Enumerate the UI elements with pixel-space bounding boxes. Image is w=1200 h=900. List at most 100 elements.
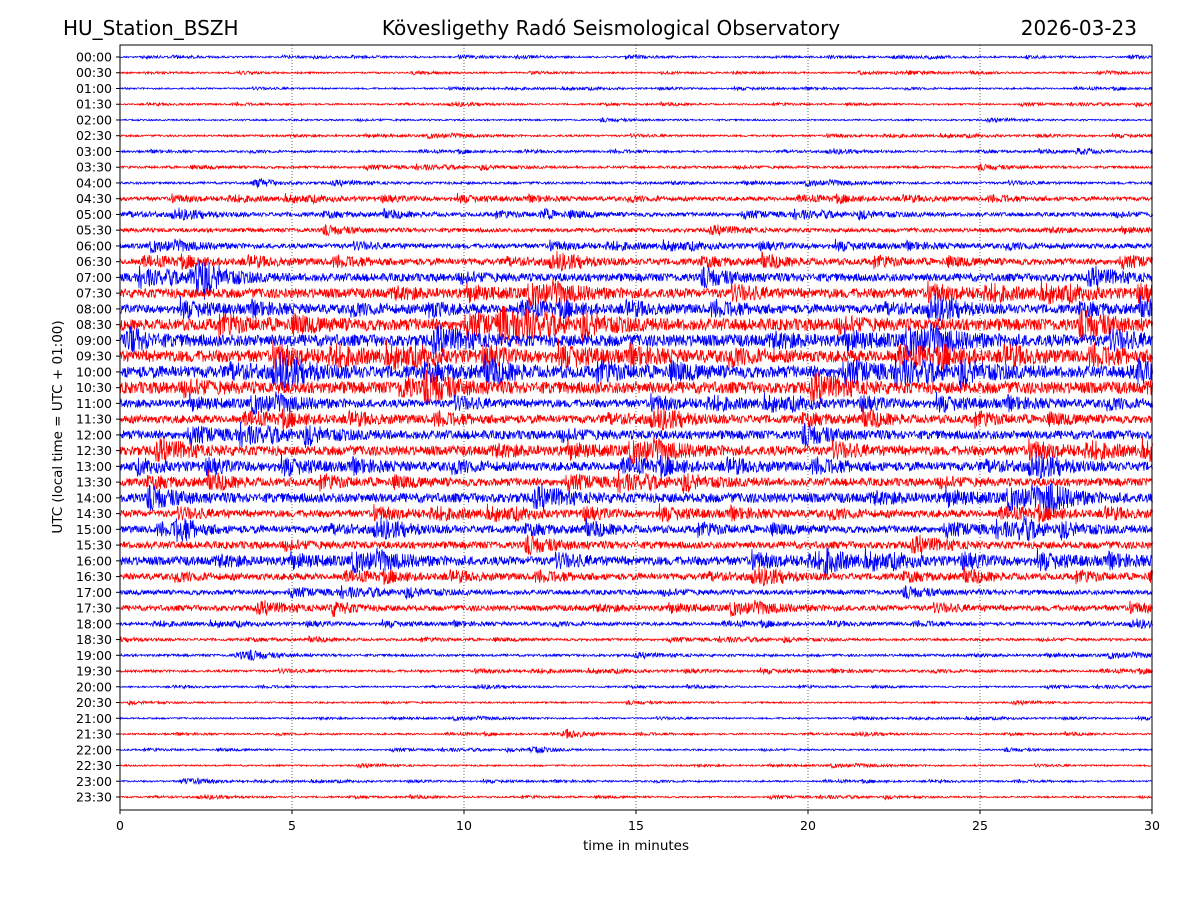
trace-1900 [119, 649, 1153, 662]
trace-1430 [119, 503, 1153, 523]
x-tick-label: 20 [800, 818, 816, 833]
y-tick-label: 12:00 [76, 427, 112, 442]
station-name: HU_Station_BSZH [63, 16, 239, 40]
y-tick-label: 06:00 [76, 238, 112, 253]
y-tick-label: 18:00 [76, 616, 112, 631]
x-tick-label: 30 [1144, 818, 1160, 833]
y-tick-label: 00:00 [76, 50, 112, 65]
trace-0000 [119, 53, 1153, 61]
y-tick-label: 05:30 [76, 223, 112, 238]
chart-title: Kövesligethy Radó Seismological Observat… [382, 16, 840, 40]
y-tick-label: 19:30 [76, 664, 112, 679]
y-tick-label: 05:00 [76, 207, 112, 222]
trace-1930 [119, 667, 1153, 676]
y-tick-label: 21:30 [76, 727, 112, 742]
trace-0830 [119, 302, 1153, 347]
y-tick-label: 01:30 [76, 97, 112, 112]
trace-0400 [119, 177, 1153, 189]
x-tick-label: 5 [288, 818, 296, 833]
y-tick-label: 20:30 [76, 695, 112, 710]
trace-2200 [120, 745, 1153, 755]
trace-1700 [119, 584, 1153, 600]
y-tick-label: 06:30 [76, 254, 112, 269]
x-tick-label: 25 [972, 818, 988, 833]
trace-0930 [119, 338, 1153, 372]
y-tick-label: 04:30 [76, 191, 112, 206]
y-tick-label: 02:00 [76, 112, 112, 127]
chart-date: 2026-03-23 [1021, 16, 1137, 40]
trace-0200 [119, 116, 1153, 124]
trace-0430 [119, 192, 1153, 205]
y-tick-label: 10:30 [76, 380, 112, 395]
trace-0700 [119, 259, 1153, 300]
x-tick-label: 15 [628, 818, 644, 833]
trace-0230 [120, 131, 1153, 140]
trace-2330 [119, 793, 1153, 801]
trace-1800 [119, 618, 1153, 630]
trace-0300 [119, 147, 1153, 156]
trace-1200 [119, 421, 1153, 448]
trace-0730 [119, 278, 1153, 308]
trace-0100 [119, 85, 1153, 92]
trace-1100 [119, 391, 1153, 416]
trace-1130 [119, 405, 1153, 431]
y-tick-label: 09:30 [76, 349, 112, 364]
y-tick-label: 03:00 [76, 144, 112, 159]
trace-0330 [120, 163, 1153, 172]
y-tick-label: 18:30 [76, 632, 112, 647]
trace-1500 [119, 515, 1153, 543]
y-tick-label: 08:30 [76, 317, 112, 332]
y-tick-label: 19:00 [76, 648, 112, 663]
y-tick-label: 07:00 [76, 270, 112, 285]
trace-0500 [119, 207, 1153, 222]
y-tick-label: 20:00 [76, 679, 112, 694]
trace-2000 [120, 683, 1153, 690]
y-tick-label: 03:30 [76, 160, 112, 175]
trace-1030 [119, 369, 1153, 406]
x-tick-label: 10 [456, 818, 472, 833]
y-tick-label: 21:00 [76, 711, 112, 726]
y-tick-label: 14:30 [76, 506, 112, 521]
trace-1000 [119, 351, 1153, 390]
trace-0900 [119, 322, 1153, 359]
y-tick-label: 15:30 [76, 538, 112, 553]
trace-0800 [119, 294, 1153, 322]
y-tick-label: 23:00 [76, 774, 112, 789]
trace-2100 [119, 715, 1153, 722]
trace-1730 [119, 599, 1153, 617]
trace-1530 [119, 534, 1153, 557]
y-tick-label: 15:00 [76, 522, 112, 537]
y-axis-label: UTC (local time = UTC + 01:00) [50, 320, 66, 533]
trace-1630 [119, 565, 1153, 588]
trace-1600 [119, 547, 1153, 578]
trace-2130 [119, 728, 1153, 739]
y-tick-label: 10:00 [76, 364, 112, 379]
trace-0030 [119, 69, 1153, 76]
y-tick-label: 04:00 [76, 175, 112, 190]
trace-2300 [120, 777, 1153, 785]
trace-0530 [119, 223, 1153, 237]
y-tick-label: 11:30 [76, 412, 112, 427]
y-tick-label: 14:00 [76, 490, 112, 505]
trace-0630 [119, 250, 1153, 273]
trace-1230 [119, 436, 1153, 466]
y-tick-label: 01:00 [76, 81, 112, 96]
y-tick-label: 17:00 [76, 585, 112, 600]
trace-1400 [119, 482, 1153, 515]
y-tick-label: 17:30 [76, 601, 112, 616]
trace-2230 [119, 762, 1153, 770]
y-tick-label: 02:30 [76, 128, 112, 143]
y-tick-label: 23:30 [76, 790, 112, 805]
y-tick-label: 22:30 [76, 758, 112, 773]
y-tick-label: 08:00 [76, 301, 112, 316]
x-axis-label: time in minutes [583, 838, 689, 854]
trace-1330 [119, 468, 1153, 494]
y-tick-label: 09:00 [76, 333, 112, 348]
trace-2030 [119, 699, 1153, 707]
trace-1830 [119, 635, 1153, 645]
y-tick-label: 22:00 [76, 742, 112, 757]
trace-1300 [119, 451, 1153, 479]
y-tick-label: 13:30 [76, 475, 112, 490]
y-tick-label: 16:30 [76, 569, 112, 584]
